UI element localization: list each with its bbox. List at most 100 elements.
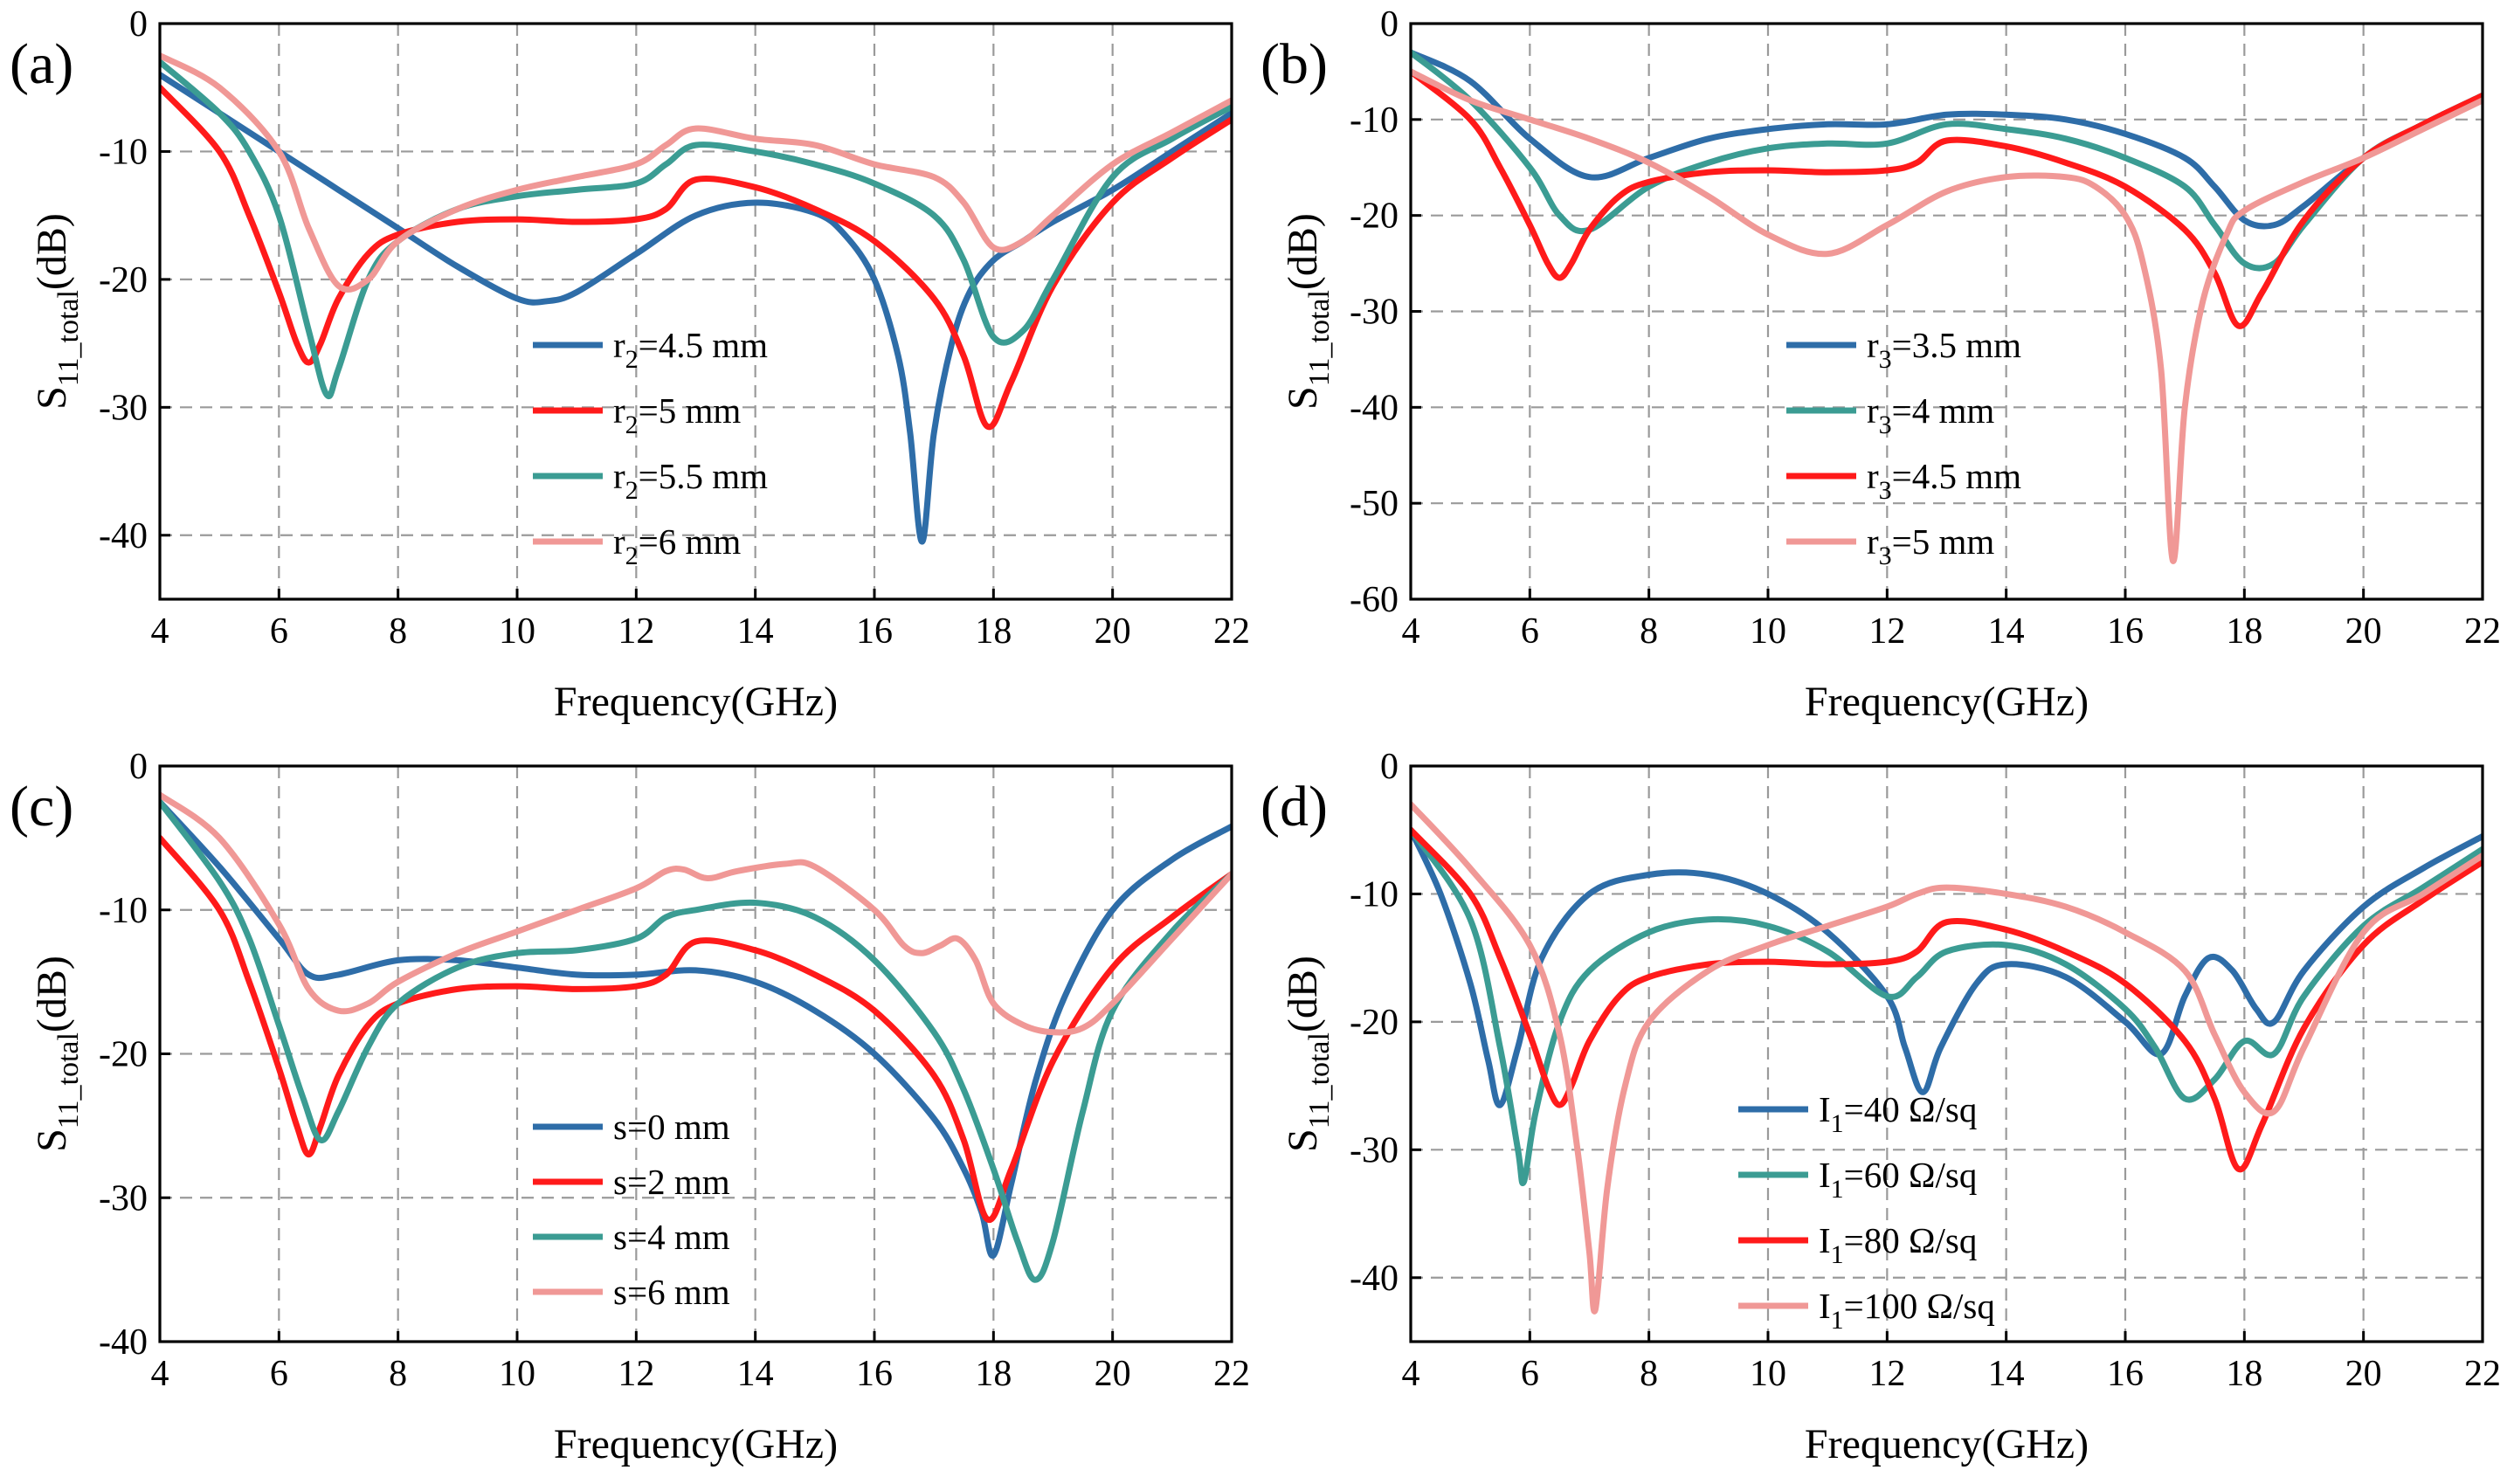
x-axis-title: Frequency(GHz) — [554, 679, 838, 725]
legend-label: I1=60 Ω/sq — [1819, 1155, 1977, 1204]
series-line-2 — [1411, 826, 2483, 1187]
x-tick-label: 14 — [737, 611, 774, 652]
x-tick-label: 12 — [618, 611, 654, 652]
x-tick-label: 22 — [2464, 611, 2501, 652]
panel-label: (a) — [10, 32, 73, 96]
x-tick-label: 20 — [2345, 611, 2382, 652]
legend-label: r2=5.5 mm — [613, 456, 768, 505]
legend-label: r3=4 mm — [1867, 390, 1994, 439]
plot-area — [1411, 49, 2483, 564]
series-line-1 — [1411, 826, 2483, 1108]
y-tick-label: -40 — [99, 516, 148, 556]
x-tick-label: 10 — [499, 611, 535, 652]
plot-frame — [158, 22, 1233, 601]
legend-label: I1=80 Ω/sq — [1819, 1220, 1977, 1269]
y-tick-label: -40 — [1350, 388, 1399, 428]
y-tick-label: -10 — [99, 132, 148, 172]
legend-label: s=4 mm — [613, 1217, 730, 1257]
legend-label: r3=5 mm — [1867, 521, 1994, 570]
series-line-4 — [160, 52, 1232, 293]
x-tick-label: 6 — [1521, 611, 1539, 652]
x-tick-label: 18 — [2226, 611, 2262, 652]
y-tick-label: -30 — [99, 388, 148, 428]
series-line-3 — [160, 59, 1232, 399]
y-tick-label: -50 — [1350, 484, 1399, 524]
legend: s=0 mm s=2 mm s=4 mm s=6 mm — [533, 1107, 730, 1312]
y-tick-label: 0 — [1380, 4, 1399, 45]
series-line-4 — [1411, 68, 2483, 564]
x-tick-label: 20 — [1095, 611, 1131, 652]
x-tick-label: 12 — [618, 1354, 654, 1394]
y-tick-label: -30 — [1350, 293, 1399, 333]
x-axis-title: Frequency(GHz) — [1805, 679, 2089, 725]
x-tick-label: 8 — [389, 611, 407, 652]
y-tick-label: -30 — [99, 1178, 148, 1218]
legend-label: r2=6 mm — [613, 521, 741, 570]
y-tick-label: -30 — [1350, 1130, 1399, 1170]
x-tick-label: 6 — [270, 1354, 288, 1394]
panel-label: (b) — [1260, 32, 1328, 96]
y-tick-label: 0 — [1380, 747, 1399, 787]
x-tick-label: 22 — [1213, 1354, 1250, 1394]
panel-c: 4 6 8 10 12 14 16 18 20 22 0 -10 -20 -30 -40 Frequency(… — [10, 747, 1250, 1467]
x-tick-label: 8 — [1640, 1354, 1658, 1394]
x-tick-label: 4 — [151, 1354, 169, 1394]
y-tick-label: -60 — [1350, 580, 1399, 620]
x-tick-label: 16 — [2107, 1354, 2144, 1394]
x-tick-label: 18 — [975, 1354, 1012, 1394]
legend-label: r2=5 mm — [613, 390, 741, 439]
y-tick-label: 0 — [129, 747, 148, 787]
legend-label: s=0 mm — [613, 1107, 730, 1147]
x-tick-label: 4 — [1402, 611, 1420, 652]
legend-label: I1=100 Ω/sq — [1819, 1286, 1995, 1335]
y-tick-label: -20 — [99, 260, 148, 300]
legend: r2=4.5 mm r2=5 mm r2=5.5 mm r2=6 mm — [533, 325, 768, 570]
series-line-1 — [160, 798, 1232, 1259]
series-line-2 — [160, 834, 1232, 1223]
y-tick-label: -20 — [1350, 197, 1399, 237]
y-tick-label: -40 — [99, 1322, 148, 1363]
x-tick-label: 10 — [1750, 611, 1786, 652]
x-tick-label: 8 — [1640, 611, 1658, 652]
x-axis-title: Frequency(GHz) — [554, 1421, 838, 1467]
panel-b: 4 6 8 10 12 14 16 18 20 22 0 -10 -20 -30 -40 -50 -60 Freq… — [1260, 4, 2501, 725]
x-tick-label: 10 — [499, 1354, 535, 1394]
x-tick-label: 12 — [1868, 1354, 1905, 1394]
x-tick-label: 6 — [1521, 1354, 1539, 1394]
panel-a: 4 6 8 10 12 14 16 18 20 22 0 -10 -20 -30 -40 Frequency(… — [10, 4, 1250, 725]
y-axis-title: S11_total(dB) — [29, 956, 85, 1152]
y-tick-label: -40 — [1350, 1259, 1399, 1299]
series-line-4 — [160, 791, 1232, 1036]
x-tick-label: 14 — [1988, 611, 2025, 652]
x-tick-label: 16 — [2107, 611, 2144, 652]
series-line-2 — [160, 84, 1232, 431]
y-tick-label: -10 — [1350, 874, 1399, 915]
legend-label: r3=4.5 mm — [1867, 456, 2021, 505]
x-tick-label: 18 — [975, 611, 1012, 652]
series-line-3 — [1411, 826, 2483, 1173]
x-tick-label: 16 — [856, 1354, 893, 1394]
x-tick-label: 22 — [1213, 611, 1250, 652]
series-line-3 — [1411, 68, 2483, 329]
series-line-1 — [1411, 49, 2483, 230]
panel-d: 4 6 8 10 12 14 16 18 20 22 0 -10 -20 -30 -40 Frequency(… — [1260, 747, 2501, 1467]
legend-label: r2=4.5 mm — [613, 325, 768, 374]
y-axis-title: S11_total(dB) — [1280, 213, 1336, 410]
plot-area — [1411, 801, 2483, 1315]
x-axis-title: Frequency(GHz) — [1805, 1421, 2089, 1467]
x-tick-label: 10 — [1750, 1354, 1786, 1394]
y-tick-label: -20 — [99, 1035, 148, 1075]
y-axis-title: S11_total(dB) — [1280, 956, 1336, 1152]
x-tick-label: 4 — [1402, 1354, 1420, 1394]
x-tick-label: 20 — [1095, 1354, 1131, 1394]
legend-label: r3=3.5 mm — [1867, 325, 2021, 374]
plot-area — [160, 52, 1232, 545]
x-tick-label: 14 — [1988, 1354, 2025, 1394]
plot-frame — [1409, 764, 2484, 1343]
legend-label: s=2 mm — [613, 1162, 730, 1202]
y-tick-label: -10 — [1350, 100, 1399, 141]
series-line-4 — [1411, 801, 2483, 1315]
series-line-2 — [1411, 49, 2483, 272]
x-tick-label: 12 — [1868, 611, 1905, 652]
